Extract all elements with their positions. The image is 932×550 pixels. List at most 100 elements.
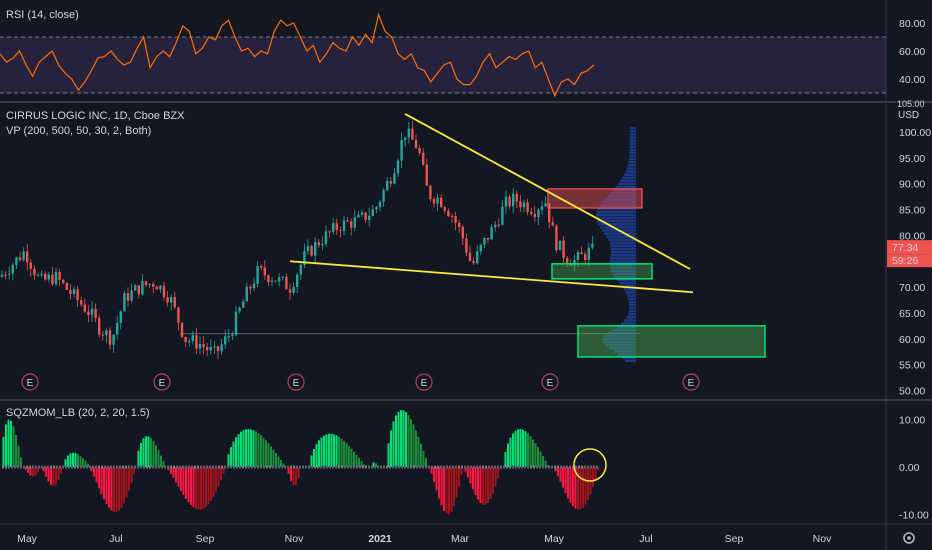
squeeze-dot xyxy=(584,465,586,469)
volume-profile-bar xyxy=(628,312,636,316)
sqzmom-bar xyxy=(42,467,45,472)
sqzmom-bar xyxy=(542,456,544,467)
squeeze-dot xyxy=(302,465,304,469)
squeeze-dot xyxy=(593,465,595,469)
candle-body xyxy=(393,173,396,184)
price-axis[interactable]: 105.00100.0095.0090.0085.0080.0075.0070.… xyxy=(887,99,932,398)
sqzmom-bar xyxy=(84,460,87,467)
sqzmom-bar xyxy=(460,467,463,475)
squeeze-dot xyxy=(224,465,226,469)
candle-body xyxy=(443,207,446,211)
time-axis[interactable]: May Jul Sep Nov 2021 Mar May Jul Sep Nov xyxy=(17,533,832,545)
sqzmom-bar xyxy=(140,442,142,467)
candle-body xyxy=(285,276,288,290)
candle-body xyxy=(152,283,155,287)
earnings-marker-label: E xyxy=(27,378,34,389)
sqzmom-bar xyxy=(554,467,557,472)
candle-body xyxy=(342,220,346,231)
sqzmom-bar xyxy=(242,430,245,467)
squeeze-dot xyxy=(56,465,58,469)
squeeze-dot xyxy=(20,465,22,469)
sqzmom-pane[interactable] xyxy=(2,410,607,515)
squeeze-dot xyxy=(374,465,376,469)
sqzmom-bar xyxy=(360,461,363,467)
sqzmom-bar xyxy=(265,440,267,467)
candle-body xyxy=(378,201,382,208)
demand-zone[interactable] xyxy=(577,325,766,358)
earnings-marker[interactable] xyxy=(541,373,559,391)
sqzmom-bar xyxy=(170,467,172,474)
candle-body xyxy=(173,297,176,308)
rsi-price-axis: 80.00 60.00 40.00 xyxy=(899,18,925,86)
candle-body xyxy=(562,240,565,259)
candle-body xyxy=(508,196,511,207)
squeeze-dot xyxy=(410,465,412,469)
sqzmom-bar xyxy=(137,450,140,467)
volume-profile[interactable] xyxy=(596,126,636,363)
volume-profile-bar xyxy=(629,145,636,149)
sqzmom-bar xyxy=(185,467,187,499)
candle-body xyxy=(112,334,115,345)
sqzmom-bar xyxy=(348,445,350,467)
candle-body xyxy=(540,206,544,210)
time-axis-label: Nov xyxy=(813,533,832,545)
sqzmom-bar xyxy=(147,436,150,467)
rsi-pane[interactable] xyxy=(0,12,886,98)
sqzmom-bar xyxy=(142,438,145,467)
upper-trendline[interactable] xyxy=(404,113,691,270)
volume-profile-bar xyxy=(618,353,636,356)
candle-body xyxy=(548,203,551,223)
candle-body xyxy=(198,343,202,349)
sqzmom-histogram[interactable] xyxy=(2,410,600,515)
candle-body xyxy=(566,258,569,264)
candle-body xyxy=(18,257,22,261)
squeeze-dot xyxy=(101,465,103,469)
volume-profile-bar xyxy=(620,179,636,183)
candle-body xyxy=(62,279,65,283)
earnings-marker[interactable] xyxy=(287,373,305,391)
candle-body xyxy=(288,289,292,293)
sqzmom-bar xyxy=(20,457,22,467)
earnings-marker-label: E xyxy=(293,378,300,389)
squeeze-dot xyxy=(539,465,541,469)
earnings-marker[interactable] xyxy=(21,373,39,391)
price-tick-label: 95.00 xyxy=(899,153,925,165)
volume-profile-bar xyxy=(610,257,636,260)
squeeze-dot xyxy=(176,465,178,469)
volume-profile-bar xyxy=(628,157,636,161)
rsi-tick-label: 80.00 xyxy=(899,18,925,30)
squeeze-dot xyxy=(578,465,580,469)
candle-body xyxy=(339,230,342,232)
volume-profile-bar xyxy=(629,133,636,136)
squeeze-dot xyxy=(110,465,112,469)
price-tick-label: 105.00 xyxy=(897,99,925,109)
support-zone[interactable] xyxy=(551,263,653,280)
squeeze-dot xyxy=(443,465,445,469)
volume-profile-bar xyxy=(597,207,636,211)
earnings-marker[interactable] xyxy=(153,373,171,391)
candle-body xyxy=(126,293,130,301)
resistance-zone[interactable] xyxy=(547,188,643,209)
sqzmom-bar xyxy=(537,447,539,467)
squeeze-dot xyxy=(152,465,154,469)
squeeze-dot xyxy=(2,465,4,469)
sqzmom-bar xyxy=(557,467,559,477)
highlight-circle[interactable] xyxy=(573,448,607,482)
squeeze-dot xyxy=(254,465,256,469)
squeeze-dot xyxy=(485,465,487,469)
candle-body xyxy=(94,308,97,318)
earnings-marker[interactable] xyxy=(415,373,433,391)
lower-trendline[interactable] xyxy=(289,260,694,294)
sqzmom-bar xyxy=(118,467,120,511)
price-tick-label: 60.00 xyxy=(899,334,925,346)
volume-profile-bar xyxy=(628,300,636,304)
sqzmom-bar xyxy=(425,458,427,467)
squeeze-dot xyxy=(434,465,436,469)
gear-icon[interactable] xyxy=(903,532,915,544)
candle-body xyxy=(72,289,76,295)
earnings-marker[interactable] xyxy=(682,373,700,391)
rsi-line[interactable] xyxy=(0,12,595,98)
sqzmom-bar xyxy=(172,467,175,478)
